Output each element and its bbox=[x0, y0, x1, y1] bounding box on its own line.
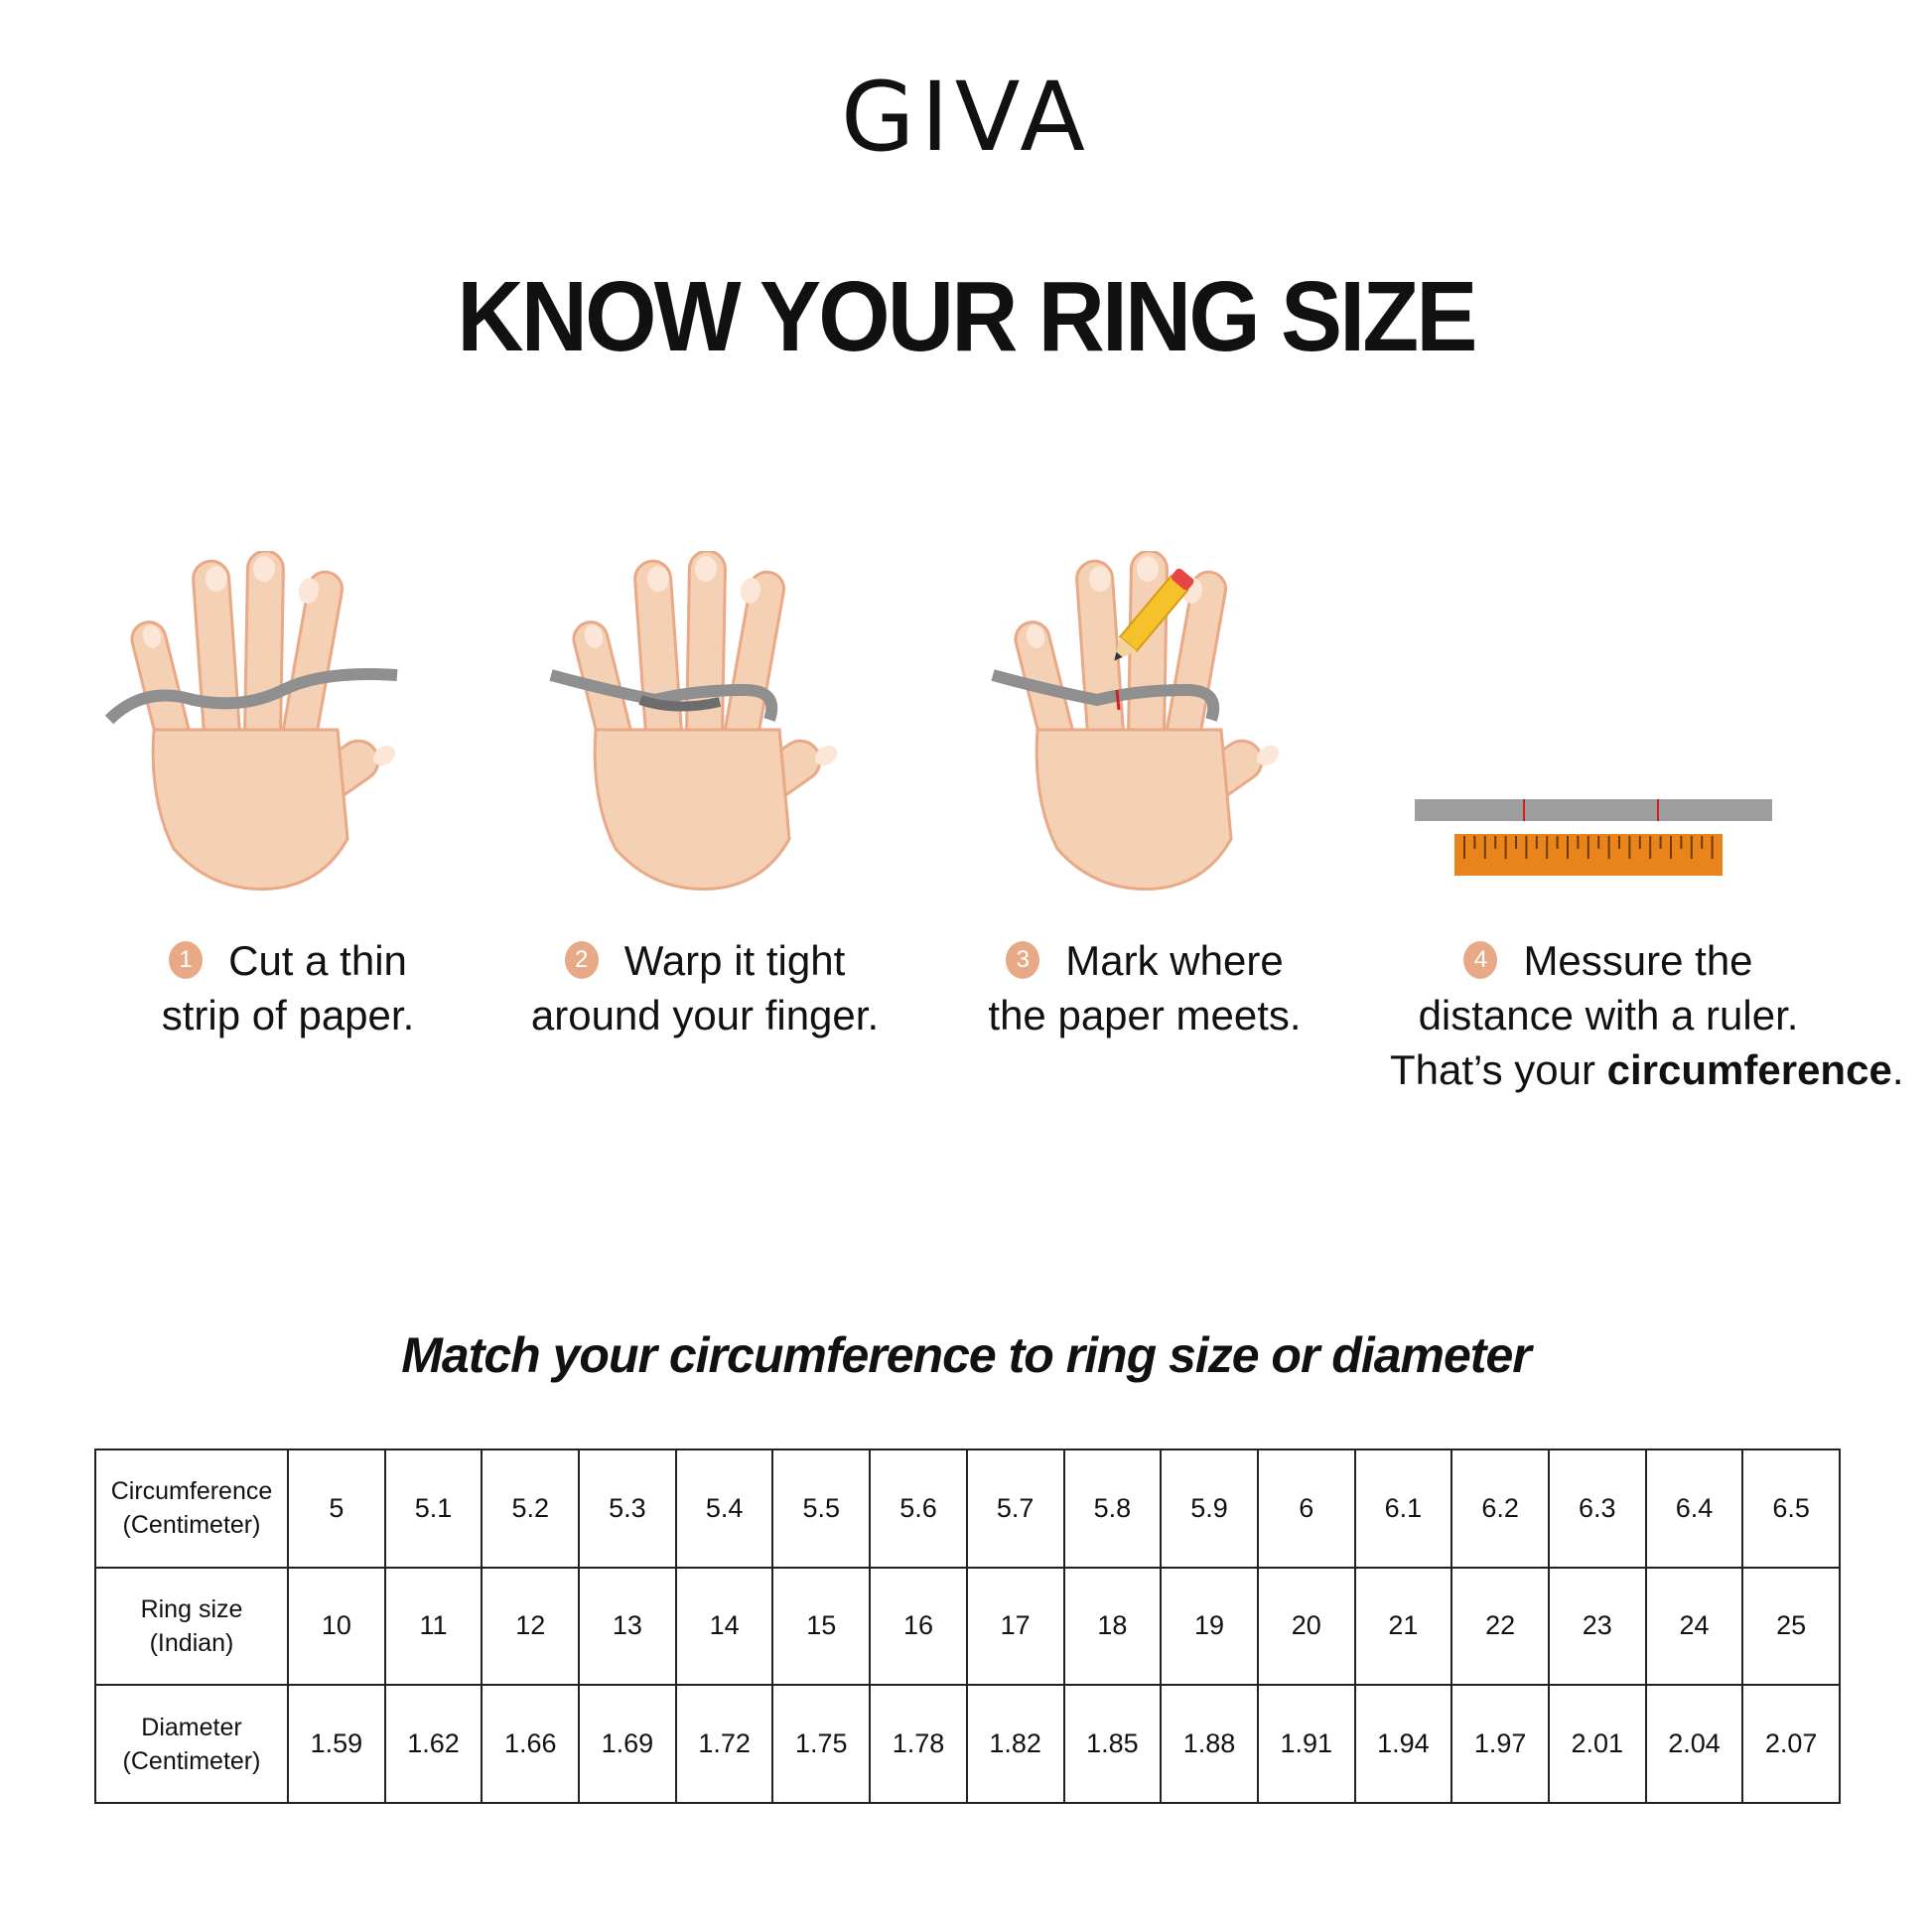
table-cell: 1.91 bbox=[1256, 1684, 1356, 1804]
table-cell: 5.5 bbox=[771, 1449, 872, 1569]
paper-strip bbox=[1415, 799, 1772, 821]
table-cell: 1.78 bbox=[869, 1684, 968, 1804]
table-cell: 15 bbox=[771, 1566, 872, 1687]
hand-with-pencil-icon bbox=[991, 551, 1285, 891]
table-cell: 20 bbox=[1256, 1566, 1356, 1687]
table-cell: 2.01 bbox=[1547, 1684, 1647, 1804]
table-cell: 5.6 bbox=[869, 1449, 968, 1569]
paper-strip bbox=[549, 669, 778, 722]
table-cell: 6.5 bbox=[1741, 1449, 1841, 1569]
table-cell: 1.69 bbox=[578, 1684, 677, 1804]
table-cell: 13 bbox=[578, 1566, 677, 1687]
hand-with-paper-strip-icon bbox=[104, 551, 401, 891]
table-cell: 10 bbox=[287, 1566, 386, 1687]
step-text: strip of paper. bbox=[161, 992, 415, 1038]
row-header-unit: (Centimeter) bbox=[122, 1746, 261, 1775]
table-cell: 16 bbox=[869, 1566, 968, 1687]
step-text-suffix: . bbox=[1891, 1046, 1904, 1093]
step-text: Mark where bbox=[1065, 937, 1284, 984]
diameter-row: Diameter (Centimeter) 1.59 1.62 1.66 1.69 1.72… bbox=[94, 1684, 1841, 1804]
step-number-badge: 3 bbox=[1006, 940, 1040, 979]
step-number-badge: 4 bbox=[1463, 940, 1498, 979]
table-caption: Match your circumference to ring size or… bbox=[401, 1327, 1531, 1383]
table-cell: 14 bbox=[674, 1566, 774, 1687]
step-text-prefix: That’s your bbox=[1390, 1046, 1607, 1093]
hand-wrapped-finger-icon bbox=[549, 551, 843, 891]
table-cell: 1.94 bbox=[1353, 1684, 1453, 1804]
pencil-icon bbox=[1114, 568, 1194, 661]
table-cell: 2.04 bbox=[1644, 1684, 1744, 1804]
table-cell: 23 bbox=[1547, 1566, 1647, 1687]
table-cell: 25 bbox=[1741, 1566, 1841, 1687]
table-cell: 5.2 bbox=[481, 1449, 581, 1569]
paper-mark bbox=[1115, 689, 1121, 711]
table-cell: 1.75 bbox=[771, 1684, 872, 1804]
row-header-label: Diameter bbox=[141, 1713, 242, 1741]
table-cell: 5.1 bbox=[383, 1449, 483, 1569]
row-header: Ring size (Indian) bbox=[94, 1566, 289, 1687]
table-cell: 24 bbox=[1644, 1566, 1744, 1687]
step-text: Messure the bbox=[1523, 937, 1753, 984]
step-text: the paper meets. bbox=[988, 992, 1302, 1038]
table-cell: 5.8 bbox=[1062, 1449, 1163, 1569]
ruler-with-paper-icon bbox=[1415, 799, 1772, 876]
table-cell: 5.7 bbox=[965, 1449, 1065, 1569]
step-text: Warp it tight bbox=[623, 937, 846, 984]
row-header: Diameter (Centimeter) bbox=[94, 1684, 289, 1804]
table-cell: 5.9 bbox=[1160, 1449, 1259, 1569]
step-4: 4 Messure the distance with a ruler. That… bbox=[1390, 933, 1903, 1097]
ring-size-table: Circumference (Centimeter) 5 5.1 5.2 5.3 5.4 5.… bbox=[94, 1449, 1841, 1804]
table-cell: 6.2 bbox=[1450, 1449, 1550, 1569]
step-text-emphasis: circumference bbox=[1606, 1046, 1892, 1093]
table-cell: 1.62 bbox=[383, 1684, 483, 1804]
table-cell: 12 bbox=[481, 1566, 581, 1687]
table-cell: 19 bbox=[1160, 1566, 1259, 1687]
table-cell: 6.4 bbox=[1644, 1449, 1744, 1569]
step-1: 1 Cut a thin strip of paper. bbox=[69, 933, 506, 1042]
paper-strip-wrap bbox=[638, 695, 722, 712]
table-cell: 6.3 bbox=[1547, 1449, 1647, 1569]
step-text: around your finger. bbox=[530, 992, 880, 1038]
table-cell: 1.82 bbox=[965, 1684, 1065, 1804]
table-cell: 11 bbox=[383, 1566, 483, 1687]
row-header: Circumference (Centimeter) bbox=[94, 1449, 289, 1569]
row-header-unit: (Indian) bbox=[149, 1628, 234, 1657]
paper-strip bbox=[104, 668, 398, 725]
step-number-badge: 2 bbox=[564, 940, 599, 979]
step-text: distance with a ruler. bbox=[1418, 992, 1799, 1038]
table-cell: 6.1 bbox=[1353, 1449, 1453, 1569]
step-number-badge: 1 bbox=[169, 940, 204, 979]
step-text: Cut a thin bbox=[228, 937, 407, 984]
table-cell: 22 bbox=[1450, 1566, 1550, 1687]
ring-size-row: Ring size (Indian) 10 11 12 13 14 15 16 17 18 19 20 2… bbox=[94, 1566, 1841, 1687]
table-cell: 6 bbox=[1256, 1449, 1356, 1569]
paper-strip bbox=[991, 669, 1220, 722]
table-cell: 17 bbox=[965, 1566, 1065, 1687]
table-cell: 1.97 bbox=[1450, 1684, 1550, 1804]
step-3: 3 Mark where the paper meets. bbox=[926, 933, 1363, 1042]
circumference-row: Circumference (Centimeter) 5 5.1 5.2 5.3 5.4 5.… bbox=[94, 1449, 1841, 1569]
step-2: 2 Warp it tight around your finger. bbox=[486, 933, 923, 1042]
row-header-label: Circumference bbox=[110, 1477, 273, 1506]
table-cell: 5.3 bbox=[578, 1449, 677, 1569]
table-cell: 1.88 bbox=[1160, 1684, 1259, 1804]
table-cell: 1.72 bbox=[674, 1684, 774, 1804]
row-header-unit: (Centimeter) bbox=[122, 1511, 261, 1540]
table-cell: 2.07 bbox=[1741, 1684, 1841, 1804]
table-cell: 18 bbox=[1062, 1566, 1163, 1687]
row-header-label: Ring size bbox=[140, 1594, 243, 1623]
table-cell: 1.85 bbox=[1062, 1684, 1163, 1804]
table-cell: 5 bbox=[287, 1449, 386, 1569]
table-cell: 1.59 bbox=[287, 1684, 386, 1804]
page-title: KNOW YOUR RING SIZE bbox=[457, 261, 1477, 372]
step-text: That’s your circumference. bbox=[1390, 1042, 1903, 1097]
table-cell: 5.4 bbox=[674, 1449, 774, 1569]
table-cell: 21 bbox=[1353, 1566, 1453, 1687]
giva-logo: GIVA bbox=[841, 62, 1091, 173]
table-cell: 1.66 bbox=[481, 1684, 581, 1804]
